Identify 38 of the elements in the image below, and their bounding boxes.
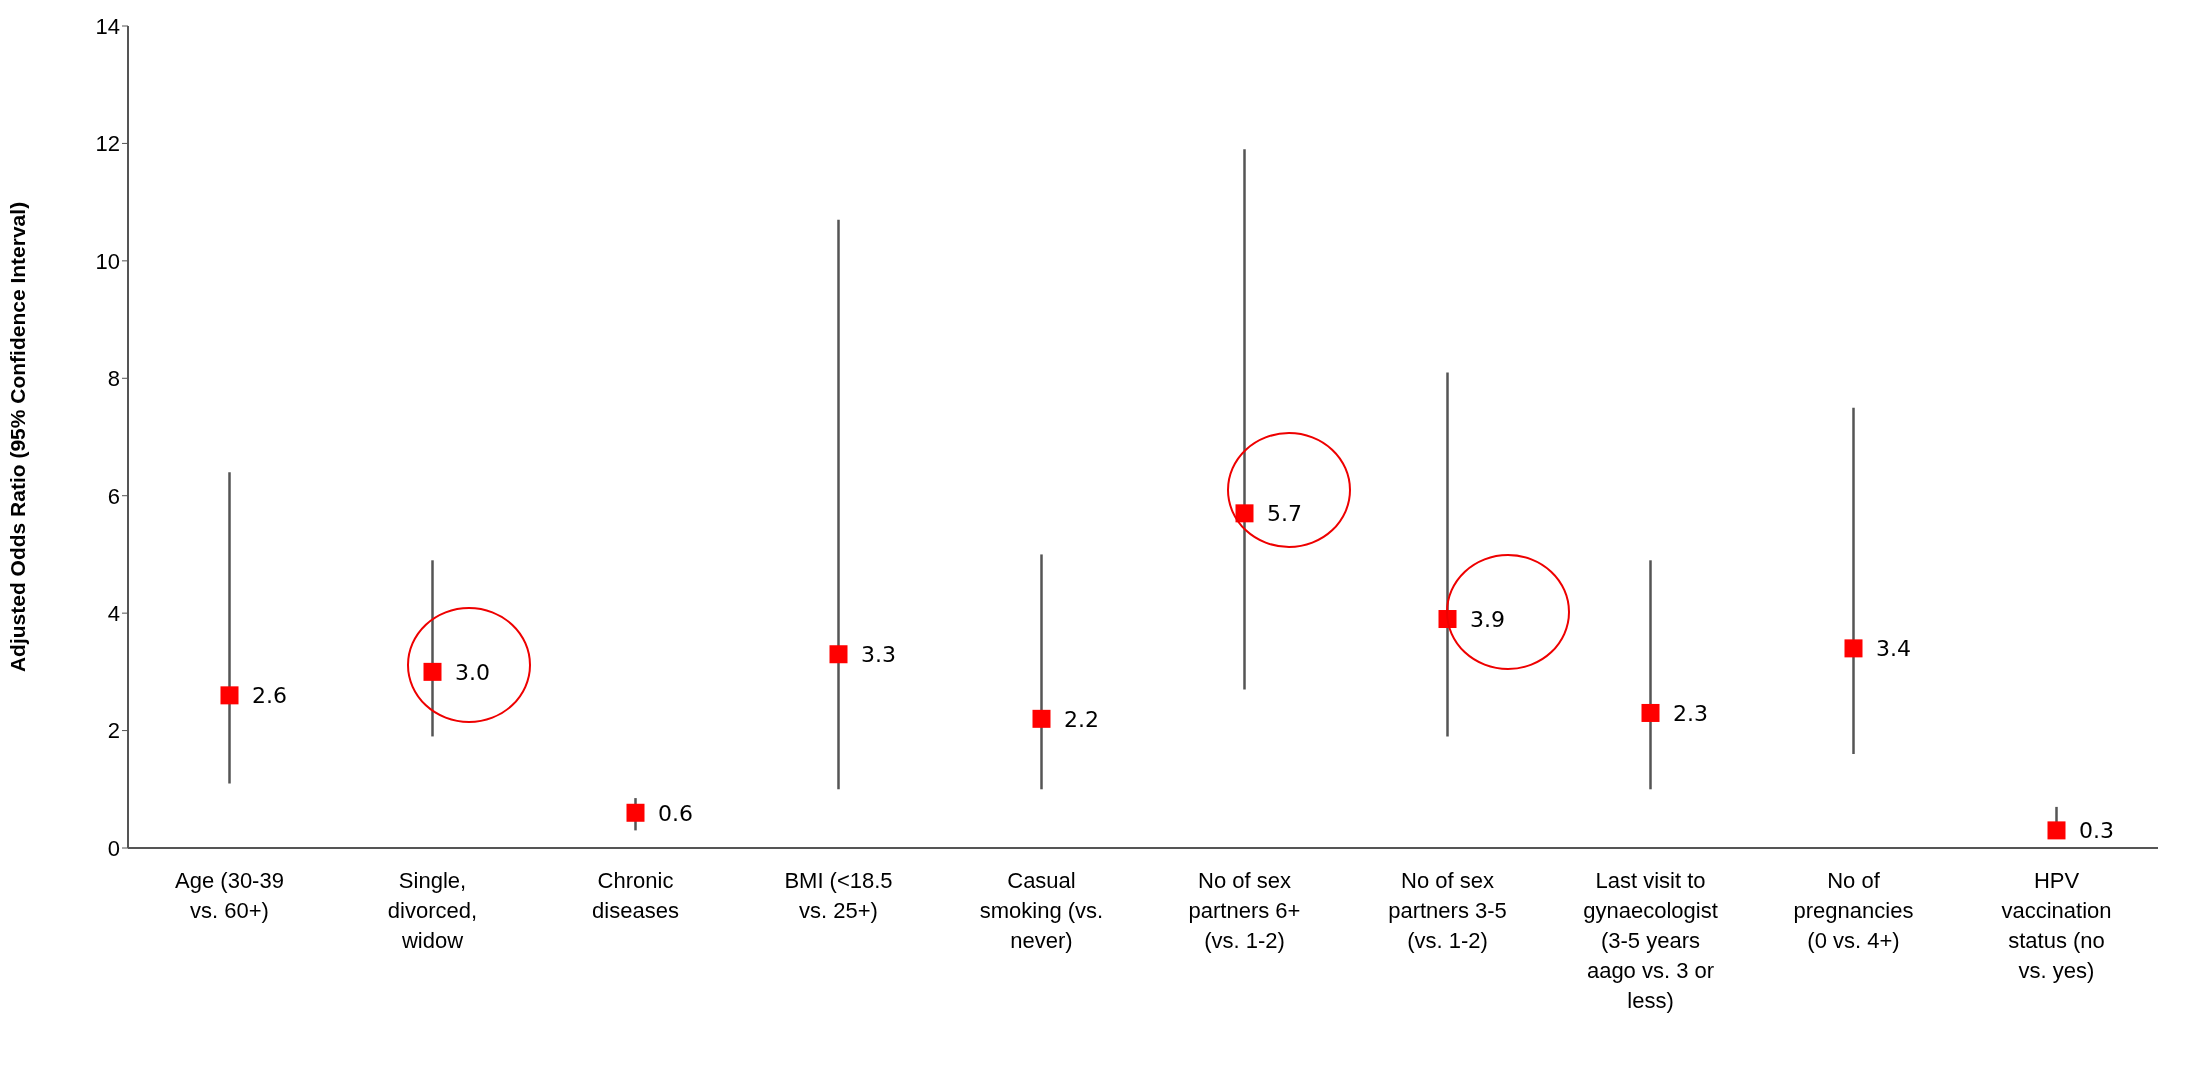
y-tick-label: 8 [107, 366, 120, 392]
point [1641, 703, 1660, 722]
point [1844, 639, 1863, 658]
y-tick-label: 14 [95, 13, 120, 39]
y-tick-label: 6 [107, 483, 120, 509]
y-tick-label: 10 [95, 248, 120, 274]
x-tick-label: No of sex partners 3-5 (vs. 1-2) [1388, 868, 1507, 953]
point [1235, 504, 1254, 523]
point [1032, 709, 1051, 728]
x-tick-label: Single, divorced, widow [387, 868, 478, 953]
data-label: 5.7 [1267, 501, 1303, 527]
data-label: 0.6 [658, 800, 694, 826]
y-axis-title: Adjusted Odds Ratio (95% Confidence Interval) [6, 201, 30, 673]
y-tick-label: 2 [107, 718, 120, 744]
data-label: 2.6 [252, 683, 288, 709]
data-label: 3.9 [1470, 606, 1506, 632]
data-label: 2.2 [1064, 706, 1100, 732]
point [423, 662, 442, 681]
x-tick-label: Casual smoking (vs. never) [979, 868, 1104, 953]
data-label: 3.4 [1876, 636, 1912, 662]
x-tick-label: Age (30-39 vs. 60+) [175, 868, 284, 923]
point [2047, 821, 2066, 840]
point [626, 803, 645, 822]
data-label: 3.3 [861, 642, 897, 668]
data-label: 2.3 [1673, 700, 1709, 726]
data-label: 3.0 [455, 659, 491, 685]
x-tick-label: No of sex partners 6+ (vs. 1-2) [1188, 868, 1301, 953]
x-tick-label: Chronic diseases [592, 868, 679, 923]
x-tick-label: Last visit to gynaecologist (3-5 years aago vs. 3 or less) [1583, 868, 1718, 1013]
point [829, 645, 848, 664]
x-tick-label: HPV vaccination status (no vs. yes) [2001, 868, 2112, 983]
data-label: 0.3 [2079, 818, 2115, 844]
x-tick-label: BMI (<18.5 vs. 25+) [784, 868, 893, 923]
point [220, 686, 239, 705]
y-tick-label: 12 [95, 131, 120, 157]
y-tick-label: 4 [107, 600, 120, 626]
y-tick-label: 0 [107, 835, 120, 861]
x-tick-label: No of pregnancies (0 vs. 4+) [1793, 868, 1914, 953]
